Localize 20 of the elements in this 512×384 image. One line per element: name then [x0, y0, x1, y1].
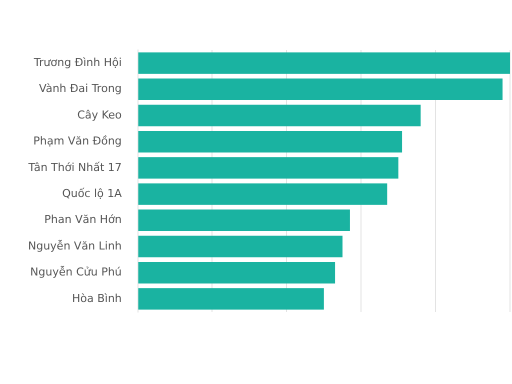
y-tick-label: Quốc lộ 1A [62, 186, 122, 200]
y-tick-label: Phan Văn Hớn [44, 213, 122, 226]
y-tick-label: Cây Keo [77, 108, 122, 122]
bar [138, 262, 336, 284]
y-tick-label: Vành Đai Trong [39, 82, 122, 96]
y-tick-label: Nguyễn Cửu Phú [30, 266, 122, 279]
y-tick-label: Hòa Bình [72, 292, 122, 305]
bar [138, 157, 398, 179]
y-tick-label: Trương Đình Hội [32, 56, 122, 69]
bar [138, 130, 402, 152]
y-tick-label: Nguyễn Văn Linh [28, 239, 122, 252]
bar [138, 183, 388, 205]
bar [138, 236, 343, 258]
bar [138, 288, 324, 310]
y-tick-label: Phạm Văn Đồng [33, 134, 122, 148]
bar [138, 78, 503, 100]
bar [138, 52, 510, 74]
bar [138, 210, 350, 232]
bar [138, 104, 421, 126]
y-tick-label: Tân Thới Nhất 17 [27, 160, 122, 174]
